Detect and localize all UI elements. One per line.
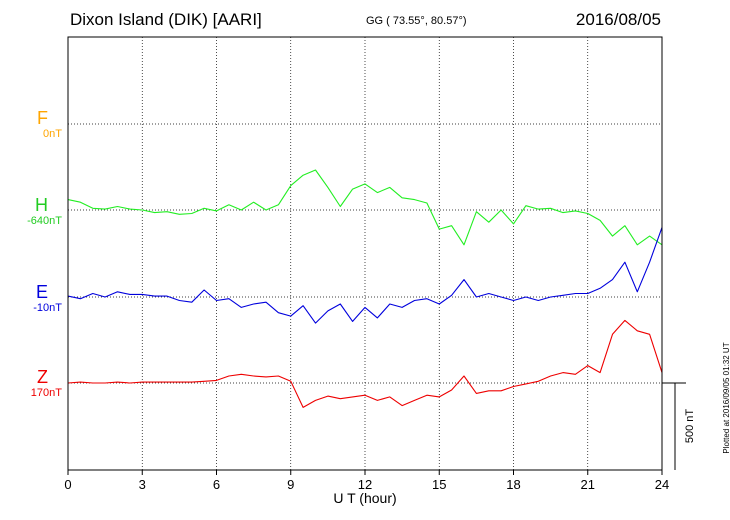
date-label: 2016/08/05 [575, 10, 661, 29]
component-label-z: Z 170nT [2, 367, 62, 400]
series-line-e [67, 227, 663, 324]
x-tick-label: 21 [581, 477, 595, 492]
plotted-timestamp: Plotted at 2016/09/05 01:32 UT [722, 342, 730, 454]
scale-bar: 500 nT [662, 382, 696, 470]
component-name-z: Z [37, 367, 48, 387]
component-label-e: E -10nT [2, 282, 62, 315]
chart-series [67, 169, 663, 408]
series-line-h [67, 169, 663, 246]
x-tick-label: 15 [432, 477, 446, 492]
x-tick-label: 6 [213, 477, 220, 492]
component-name-h: H [35, 195, 48, 215]
x-tick-label: 18 [506, 477, 520, 492]
scale-bar-label: 500 nT [684, 409, 696, 444]
x-axis-label: U T (hour) [333, 490, 397, 506]
component-offset-f: 0nT [43, 128, 62, 140]
component-name-f: F [37, 108, 48, 128]
component-offset-h: -640nT [27, 215, 62, 227]
coordinates-label: GG ( 73.55°, 80.57°) [366, 15, 467, 27]
x-tick-label: 24 [655, 477, 669, 492]
component-offset-z: 170nT [30, 387, 62, 399]
component-label-f: F 0nT [2, 108, 62, 141]
x-tick-label: 9 [287, 477, 294, 492]
component-name-e: E [35, 282, 48, 302]
chart-grid [68, 37, 662, 470]
x-tick-label: 0 [64, 477, 71, 492]
x-tick-label: 3 [139, 477, 146, 492]
station-title: Dixon Island (DIK) [AARI] [70, 10, 262, 29]
component-label-h: H -640nT [2, 195, 62, 228]
x-tick-label: 12 [358, 477, 372, 492]
component-offset-e: -10nT [33, 302, 62, 314]
series-line-z [67, 319, 663, 408]
x-axis-ticks: 0 3 6 9 12 15 18 21 24 [64, 470, 669, 492]
